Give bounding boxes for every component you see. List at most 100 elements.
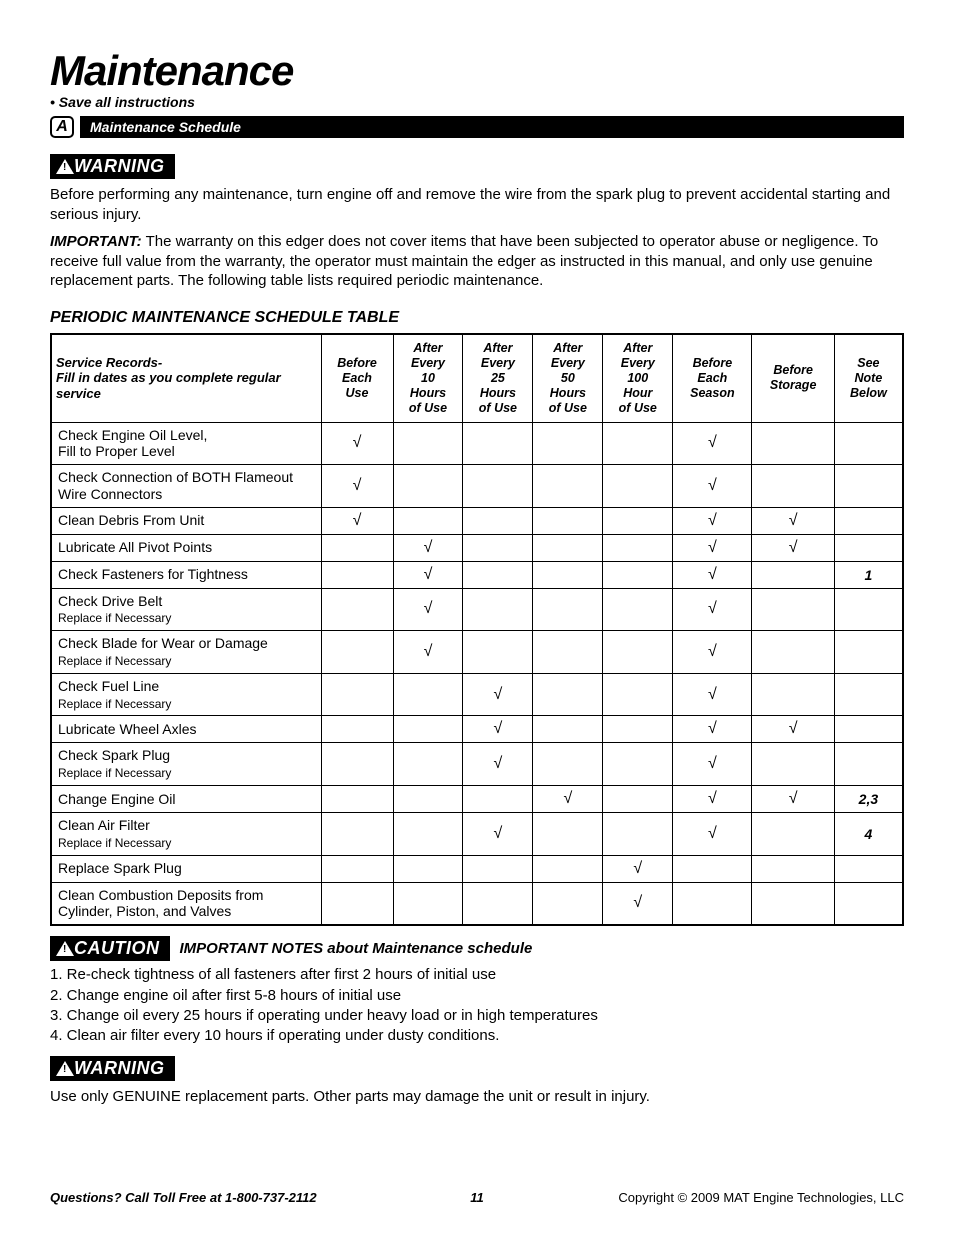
row-cell <box>834 507 903 534</box>
row-cell: √ <box>673 465 752 508</box>
section-label: Maintenance Schedule <box>80 116 904 138</box>
table-header-col: BeforeStorage <box>752 334 834 423</box>
footer-left: Questions? Call Toll Free at 1-800-737-2… <box>50 1190 317 1205</box>
table-row: Check Blade for Wear or DamageReplace if… <box>51 631 903 674</box>
row-cell: √ <box>393 561 463 588</box>
row-cell <box>463 534 533 561</box>
row-cell: √ <box>321 507 393 534</box>
row-cell: √ <box>603 882 673 925</box>
row-cell: √ <box>673 422 752 465</box>
row-cell <box>321 588 393 631</box>
note-item: 4. Clean air filter every 10 hours if op… <box>50 1026 904 1046</box>
row-cell <box>321 534 393 561</box>
row-cell <box>533 422 603 465</box>
table-header-col: AfterEvery10Hoursof Use <box>393 334 463 423</box>
row-cell <box>752 673 834 716</box>
table-row: Lubricate All Pivot Points√√√ <box>51 534 903 561</box>
row-cell <box>834 743 903 786</box>
row-cell: √ <box>673 786 752 813</box>
row-cell: √ <box>463 743 533 786</box>
row-cell <box>321 673 393 716</box>
caution-badge: ! CAUTION <box>50 936 170 961</box>
row-cell <box>603 534 673 561</box>
row-cell: √ <box>673 588 752 631</box>
row-cell <box>321 813 393 856</box>
table-row: Check Fasteners for Tightness√√1 <box>51 561 903 588</box>
row-label: Check Blade for Wear or DamageReplace if… <box>51 631 321 674</box>
important-label: IMPORTANT: <box>50 233 142 250</box>
row-cell: √ <box>673 743 752 786</box>
row-cell <box>533 465 603 508</box>
warning-triangle-icon: ! <box>56 159 74 174</box>
row-cell <box>393 422 463 465</box>
table-header-col: SeeNoteBelow <box>834 334 903 423</box>
row-cell <box>463 465 533 508</box>
row-cell <box>603 673 673 716</box>
note-item: 2. Change engine oil after first 5-8 hou… <box>50 986 904 1006</box>
table-row: Replace Spark Plug√ <box>51 855 903 882</box>
row-cell <box>533 813 603 856</box>
row-cell <box>752 882 834 925</box>
page-title: Maintenance <box>50 50 904 92</box>
warning-label-2: WARNING <box>74 1058 165 1079</box>
row-cell <box>393 716 463 743</box>
row-label: Clean Air FilterReplace if Necessary <box>51 813 321 856</box>
important-text: IMPORTANT: The warranty on this edger do… <box>50 232 904 291</box>
row-cell: √ <box>393 631 463 674</box>
row-cell <box>752 561 834 588</box>
row-cell <box>463 786 533 813</box>
row-cell <box>834 855 903 882</box>
row-cell <box>834 882 903 925</box>
caution-triangle-icon: ! <box>56 941 74 956</box>
row-cell <box>393 882 463 925</box>
table-row: Lubricate Wheel Axles√√√ <box>51 716 903 743</box>
row-cell <box>533 534 603 561</box>
row-label: Lubricate All Pivot Points <box>51 534 321 561</box>
row-cell <box>752 813 834 856</box>
row-cell <box>752 743 834 786</box>
table-row: Check Spark PlugReplace if Necessary√√ <box>51 743 903 786</box>
row-cell <box>393 786 463 813</box>
row-cell <box>463 855 533 882</box>
row-cell <box>752 588 834 631</box>
row-cell <box>321 743 393 786</box>
row-cell <box>603 631 673 674</box>
table-row: Check Engine Oil Level,Fill to Proper Le… <box>51 422 903 465</box>
row-label: Check Connection of BOTH Flameout Wire C… <box>51 465 321 508</box>
table-row: Change Engine Oil√√√2,3 <box>51 786 903 813</box>
row-cell: 1 <box>834 561 903 588</box>
row-cell <box>321 786 393 813</box>
warning-badge-1: ! WARNING <box>50 154 175 179</box>
row-cell: √ <box>603 855 673 882</box>
row-cell: √ <box>463 813 533 856</box>
warning-text-2: Use only GENUINE replacement parts. Othe… <box>50 1087 904 1107</box>
page-footer: Questions? Call Toll Free at 1-800-737-2… <box>50 1190 904 1205</box>
row-cell: √ <box>463 716 533 743</box>
footer-right: Copyright © 2009 MAT Engine Technologies… <box>618 1190 904 1205</box>
row-cell <box>393 813 463 856</box>
notes-list: 1. Re-check tightness of all fasteners a… <box>50 965 904 1046</box>
row-cell <box>533 743 603 786</box>
page-subtitle: • Save all instructions <box>50 94 904 110</box>
row-cell <box>321 855 393 882</box>
row-cell <box>752 422 834 465</box>
row-cell <box>321 631 393 674</box>
row-cell <box>834 422 903 465</box>
row-cell <box>533 631 603 674</box>
row-cell <box>393 465 463 508</box>
row-cell <box>463 588 533 631</box>
row-cell <box>603 561 673 588</box>
row-cell: √ <box>321 422 393 465</box>
table-row: Check Connection of BOTH Flameout Wire C… <box>51 465 903 508</box>
row-cell <box>603 422 673 465</box>
row-cell <box>533 882 603 925</box>
row-cell <box>393 743 463 786</box>
table-row: Clean Air FilterReplace if Necessary√√4 <box>51 813 903 856</box>
warning-triangle-icon: ! <box>56 1061 74 1076</box>
maintenance-table: Service Records-Fill in dates as you com… <box>50 333 904 927</box>
row-cell: 2,3 <box>834 786 903 813</box>
table-header-col: BeforeEachSeason <box>673 334 752 423</box>
row-cell <box>463 631 533 674</box>
row-cell: √ <box>673 561 752 588</box>
row-cell <box>603 588 673 631</box>
